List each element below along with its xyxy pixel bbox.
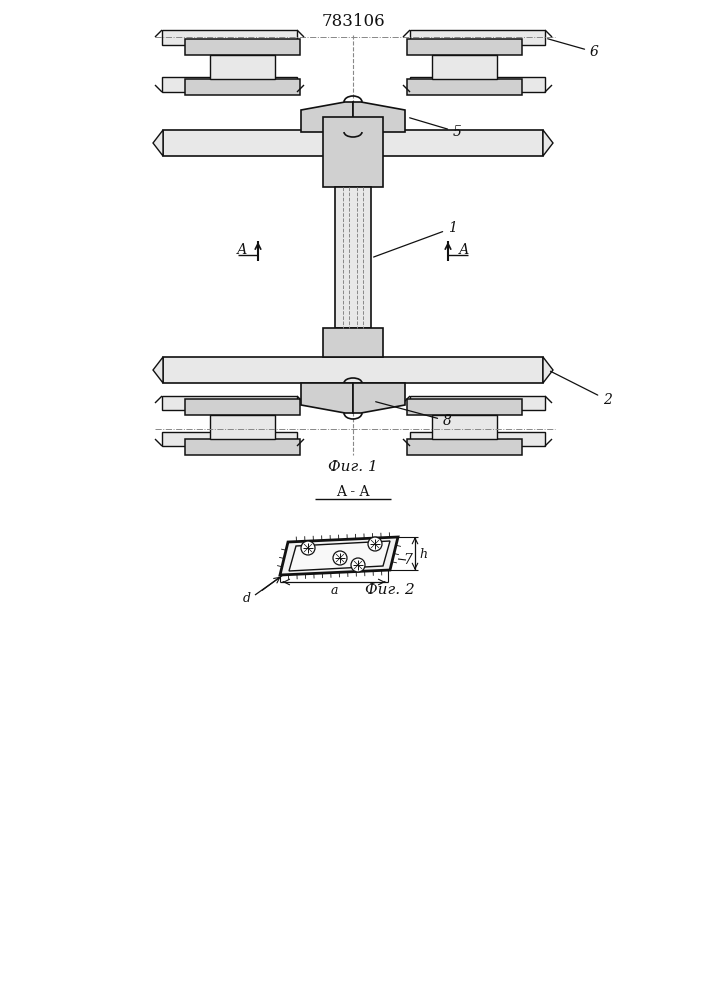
- Text: 8: 8: [375, 402, 452, 428]
- Bar: [162, 396, 297, 410]
- Bar: [410, 30, 545, 45]
- Polygon shape: [280, 537, 398, 575]
- Text: 7: 7: [404, 553, 412, 567]
- Polygon shape: [301, 383, 353, 413]
- Bar: [323, 328, 383, 357]
- Bar: [410, 396, 545, 410]
- Polygon shape: [289, 541, 390, 571]
- Text: 6: 6: [548, 39, 599, 59]
- Bar: [185, 399, 300, 415]
- Bar: [432, 55, 497, 79]
- Circle shape: [333, 551, 347, 565]
- Bar: [185, 439, 300, 455]
- Circle shape: [351, 558, 365, 572]
- Bar: [410, 432, 545, 446]
- Bar: [185, 39, 300, 55]
- Polygon shape: [353, 102, 405, 132]
- Bar: [162, 432, 297, 446]
- Text: 783106: 783106: [321, 13, 385, 30]
- Text: h: h: [419, 548, 427, 560]
- Bar: [210, 55, 275, 79]
- Bar: [407, 79, 522, 95]
- Text: 2: 2: [551, 371, 612, 407]
- Circle shape: [301, 541, 315, 555]
- Bar: [407, 39, 522, 55]
- Polygon shape: [301, 102, 353, 132]
- Text: А: А: [237, 243, 247, 257]
- Bar: [163, 130, 543, 156]
- Polygon shape: [153, 357, 163, 383]
- Polygon shape: [353, 383, 405, 413]
- Bar: [432, 415, 497, 439]
- Bar: [162, 30, 297, 45]
- Circle shape: [368, 537, 382, 551]
- Text: 1: 1: [373, 221, 457, 257]
- Bar: [323, 117, 383, 187]
- Text: d: d: [243, 591, 251, 604]
- Bar: [185, 79, 300, 95]
- Polygon shape: [153, 130, 163, 156]
- Text: Фиг. 1: Фиг. 1: [328, 460, 378, 474]
- Text: Фиг. 2: Фиг. 2: [365, 583, 415, 597]
- Polygon shape: [543, 357, 553, 383]
- Text: А: А: [459, 243, 469, 257]
- Polygon shape: [543, 130, 553, 156]
- Bar: [162, 77, 297, 92]
- Bar: [407, 399, 522, 415]
- Bar: [210, 415, 275, 439]
- Bar: [407, 439, 522, 455]
- Bar: [335, 187, 371, 328]
- Text: A - A: A - A: [337, 485, 370, 499]
- Text: 5: 5: [409, 118, 462, 139]
- Text: a: a: [330, 584, 338, 597]
- Bar: [410, 77, 545, 92]
- Bar: [163, 357, 543, 383]
